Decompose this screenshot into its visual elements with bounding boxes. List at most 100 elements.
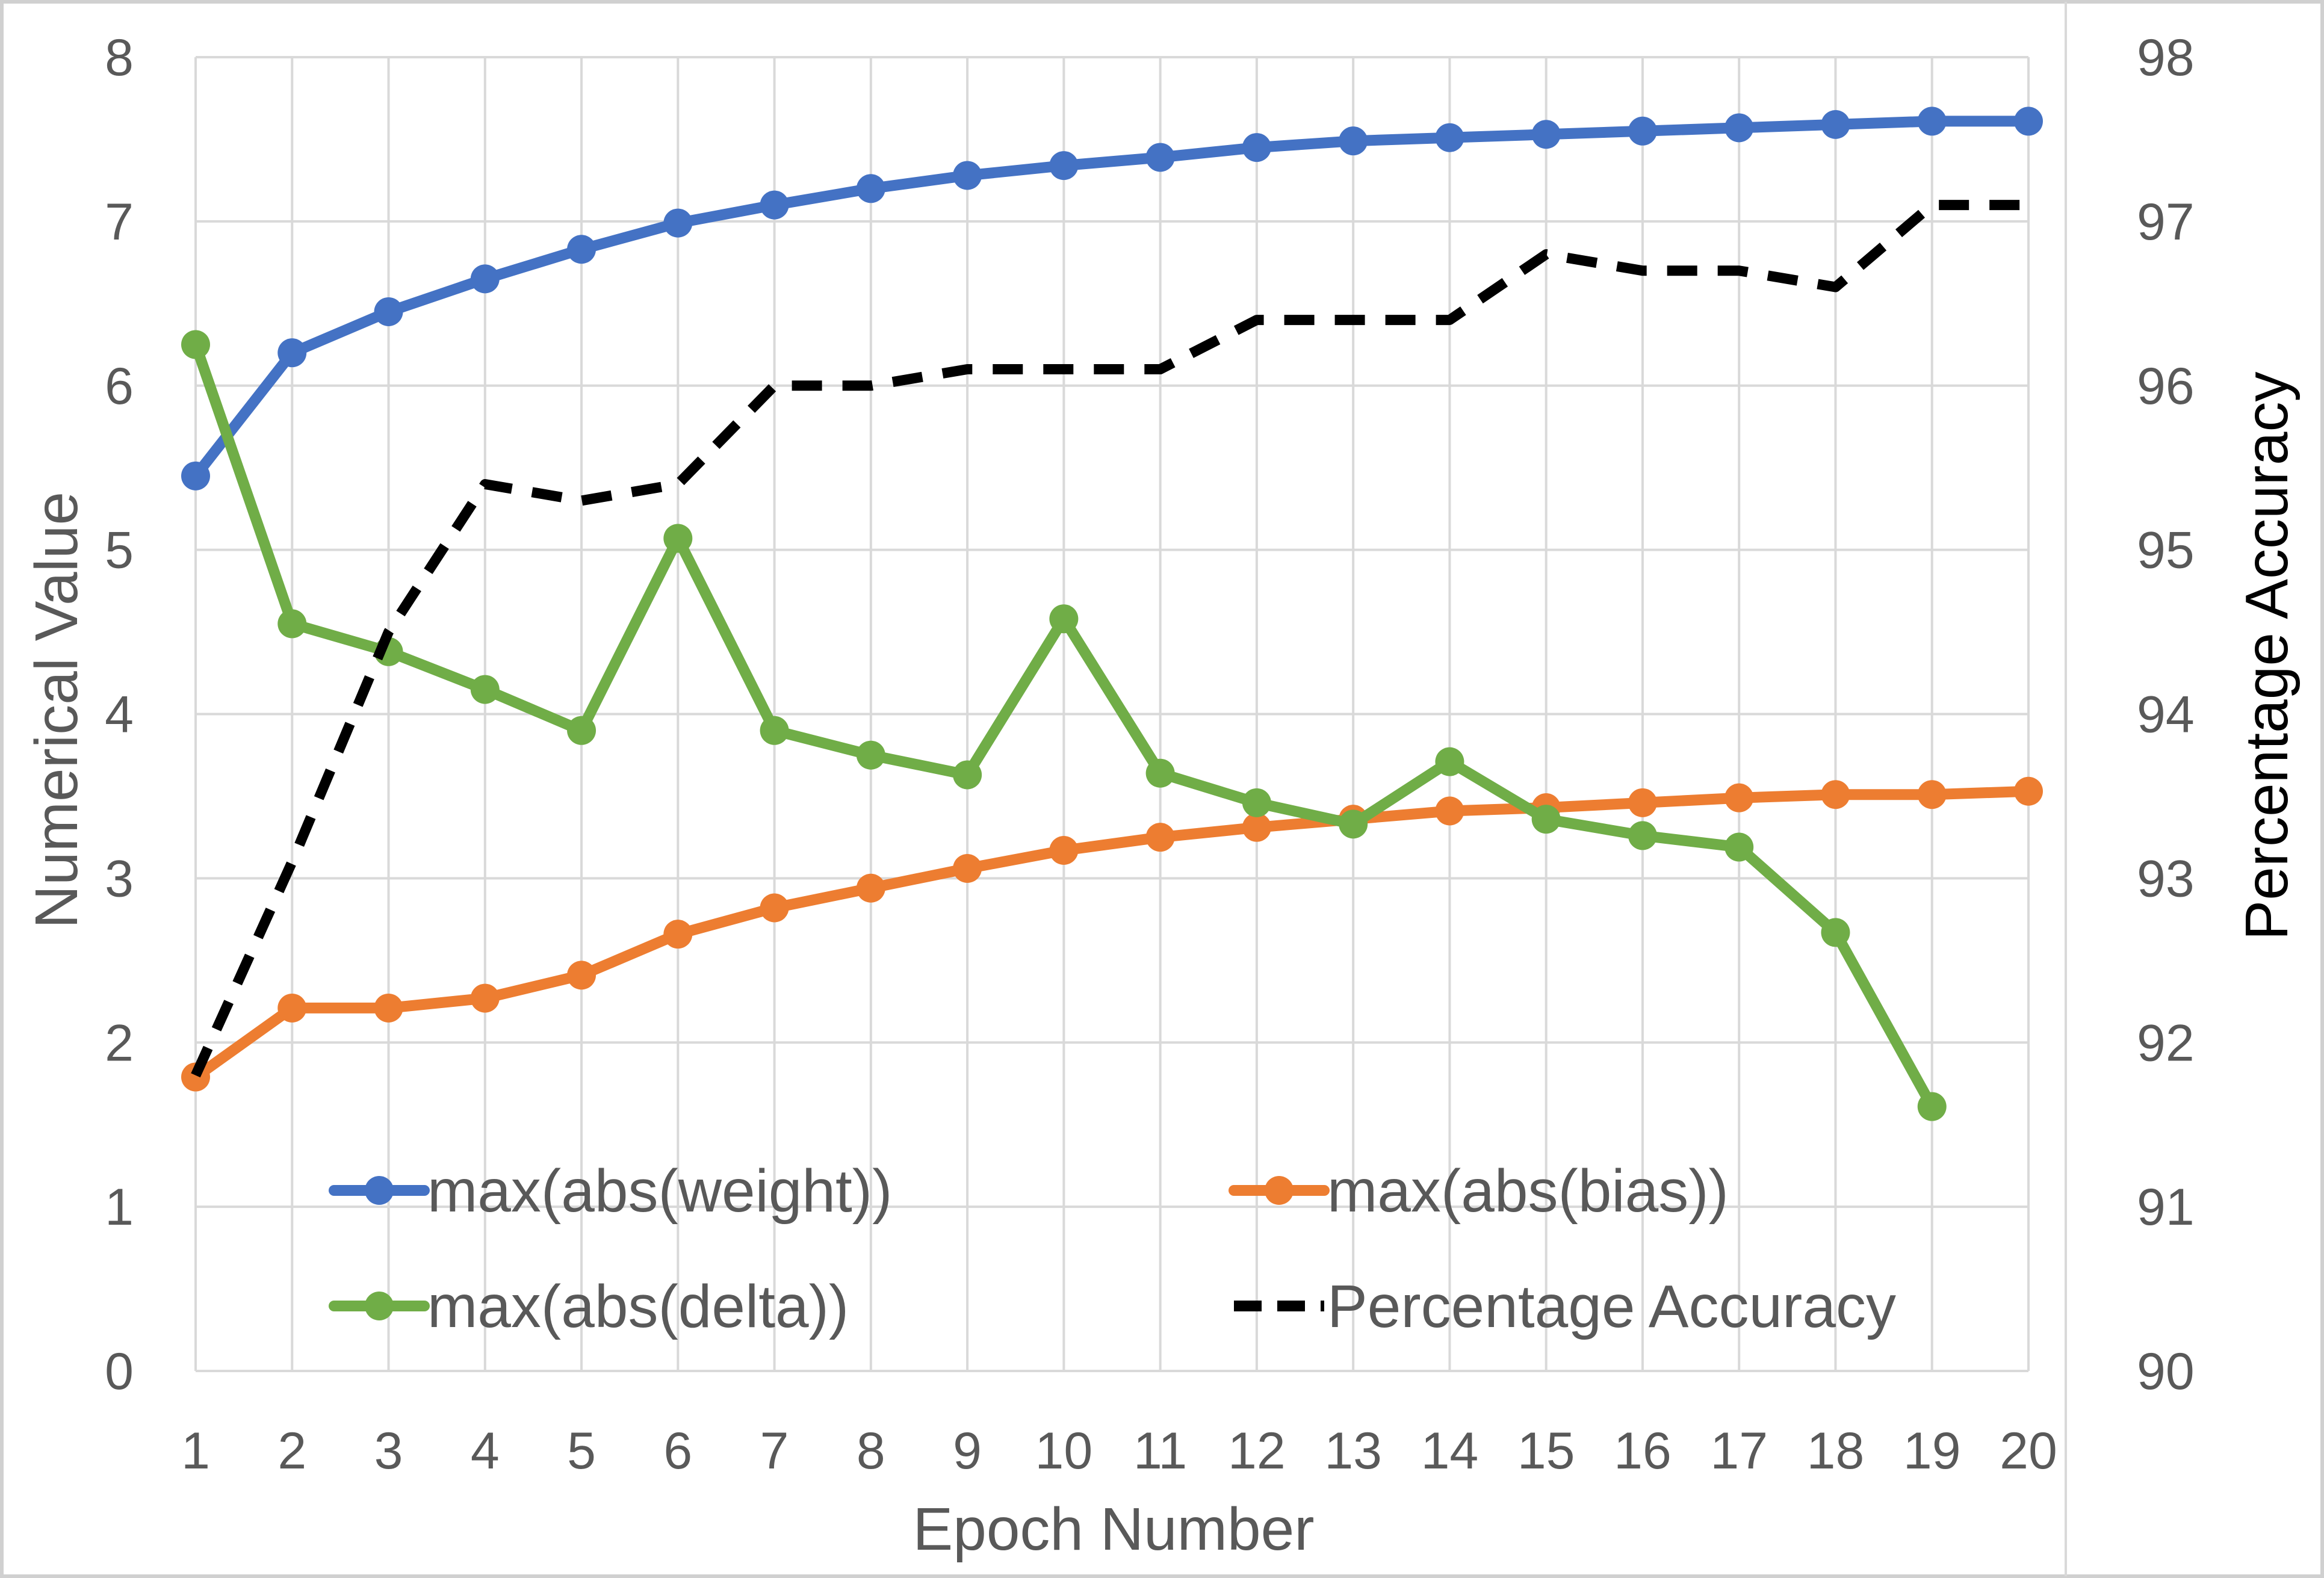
data-point: [663, 524, 693, 553]
x-tick-label: 2: [277, 1422, 306, 1480]
data-point: [953, 161, 982, 190]
series-line: [191, 200, 2028, 1078]
data-point: [1435, 747, 1464, 776]
data-point: [1917, 107, 1947, 136]
x-tick-label: 12: [1228, 1422, 1286, 1480]
data-point: [1242, 812, 1271, 842]
data-point: [1724, 113, 1754, 143]
data-point: [1339, 126, 1368, 156]
y2-tick-label: 91: [2137, 1178, 2195, 1236]
y-tick-label: 0: [105, 1343, 134, 1400]
legend-item: max(abs(weight)): [329, 1157, 892, 1225]
series-line: [190, 116, 2034, 481]
x-tick-label: 17: [1710, 1422, 1768, 1480]
data-point: [277, 338, 307, 368]
data-point: [760, 716, 789, 745]
data-point: [1145, 823, 1175, 852]
x-tick-label: 10: [1035, 1422, 1093, 1480]
x-tick-label: 3: [374, 1422, 403, 1480]
y2-tick-label: 95: [2137, 522, 2195, 580]
grid: [194, 2, 2067, 1576]
data-point: [663, 208, 693, 238]
data-point: [1628, 116, 1657, 146]
data-point: [856, 873, 885, 903]
series-line: [190, 785, 2034, 1083]
x-tick-label: 15: [1517, 1422, 1575, 1480]
y-tick-label: 7: [105, 193, 134, 251]
data-point: [1531, 120, 1561, 149]
data-point: [470, 264, 500, 294]
x-tick-label: 5: [567, 1422, 596, 1480]
y-tick-label: 8: [105, 29, 134, 87]
data-point: [760, 190, 789, 220]
x-tick-label: 14: [1421, 1422, 1479, 1480]
legend-label: max(abs(bias)): [1327, 1157, 1729, 1225]
data-point: [1724, 783, 1754, 812]
y-tick-label: 1: [105, 1178, 134, 1236]
data-point: [856, 740, 885, 770]
y-tick-label: 5: [105, 522, 134, 580]
x-tick-label: 18: [1807, 1422, 1865, 1480]
data-point: [663, 920, 693, 949]
y2-axis-title: Percentage Accuracy: [2233, 372, 2301, 941]
data-point: [1049, 835, 1079, 865]
data-point: [953, 760, 982, 790]
data-point: [1724, 832, 1754, 862]
data-point: [953, 854, 982, 883]
y-tick-label: 6: [105, 357, 134, 415]
legend-marker: [365, 1292, 394, 1320]
legend-marker: [1265, 1176, 1294, 1205]
data-point: [1917, 780, 1947, 809]
data-point: [1145, 143, 1175, 172]
x-tick-label: 4: [471, 1422, 500, 1480]
y2-tick-label: 98: [2137, 29, 2195, 87]
data-point: [1435, 796, 1464, 826]
x-tick-label: 13: [1324, 1422, 1382, 1480]
data-point: [1531, 805, 1561, 834]
data-point: [2014, 107, 2043, 136]
data-point: [2014, 776, 2043, 806]
x-tick-label: 6: [663, 1422, 692, 1480]
y2-tick-label: 97: [2137, 193, 2195, 251]
data-point: [567, 961, 596, 990]
legend-item: Percentage Accuracy: [1234, 1273, 1896, 1340]
series-0: [181, 107, 2043, 490]
data-point: [856, 174, 885, 203]
data-point: [1628, 821, 1657, 850]
data-point: [1917, 1092, 1947, 1121]
x-tick-label: 9: [953, 1422, 982, 1480]
data-point: [760, 893, 789, 923]
data-point: [181, 330, 210, 359]
x-tick-label: 7: [760, 1422, 789, 1480]
y-tick-label: 4: [105, 686, 134, 744]
data-point: [1145, 758, 1175, 788]
data-point: [181, 461, 210, 490]
data-point: [470, 675, 500, 704]
legend-label: Percentage Accuracy: [1327, 1273, 1896, 1340]
x-tick-label: 8: [857, 1422, 885, 1480]
legend-marker: [365, 1176, 394, 1205]
data-point: [277, 993, 307, 1023]
y2-tick-label: 90: [2137, 1343, 2195, 1400]
y2-tick-label: 96: [2137, 357, 2195, 415]
data-point: [1049, 604, 1079, 634]
data-point: [1628, 788, 1657, 817]
legend-label: max(abs(weight)): [427, 1157, 892, 1225]
data-point: [567, 235, 596, 264]
data-point: [374, 297, 403, 326]
series-group: [181, 107, 2043, 1121]
y2-tick-label: 93: [2137, 850, 2195, 908]
y2-tick-label: 94: [2137, 686, 2195, 744]
y-tick-label: 3: [105, 850, 134, 908]
data-point: [1435, 123, 1464, 152]
y-axis-title: Numerical Value: [23, 492, 90, 929]
data-point: [567, 716, 596, 745]
x-tick-label: 11: [1133, 1422, 1187, 1480]
series-2: [181, 330, 1947, 1121]
data-point: [1821, 780, 1850, 809]
data-point: [1339, 809, 1368, 839]
x-axis-title: Epoch Number: [913, 1496, 1315, 1563]
x-tick-label: 1: [181, 1422, 210, 1480]
